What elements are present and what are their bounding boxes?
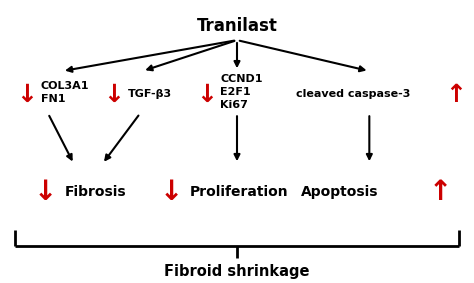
Text: Apoptosis: Apoptosis [301,185,378,199]
Text: CCND1
E2F1
Ki67: CCND1 E2F1 Ki67 [220,74,263,110]
Text: ↓: ↓ [104,83,125,107]
Text: cleaved caspase-3: cleaved caspase-3 [296,89,410,99]
Text: Proliferation: Proliferation [190,185,288,199]
Text: ↓: ↓ [196,83,217,107]
Text: COL3A1
FN1: COL3A1 FN1 [41,81,90,104]
Text: ↓: ↓ [34,178,57,206]
Text: ↓: ↓ [159,178,182,206]
Text: ↑: ↑ [445,83,466,107]
Text: ↓: ↓ [16,83,37,107]
Text: Tranilast: Tranilast [197,17,277,35]
Text: ↑: ↑ [428,178,452,206]
Text: Fibroid shrinkage: Fibroid shrinkage [164,263,310,278]
Text: TGF-β3: TGF-β3 [128,89,173,99]
Text: Fibrosis: Fibrosis [64,185,126,199]
